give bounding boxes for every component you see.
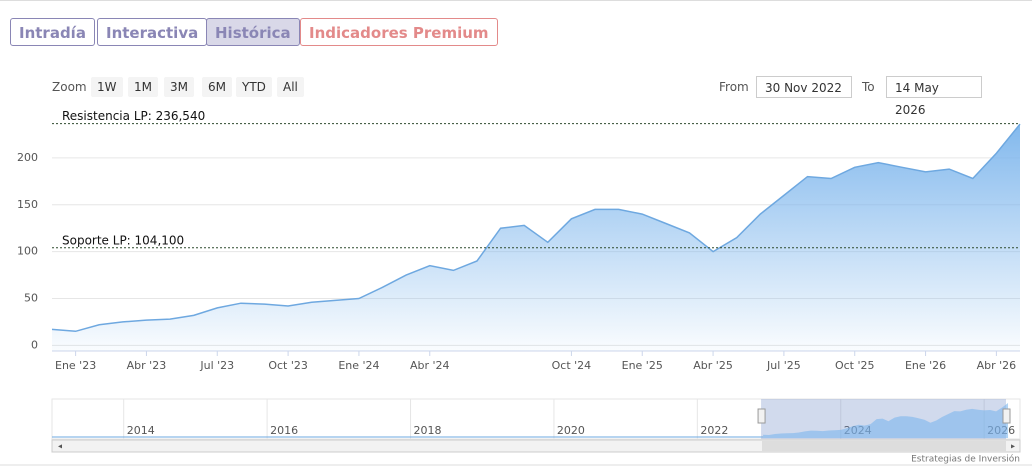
scroll-left[interactable]: ◂ — [58, 442, 62, 451]
from-label: From — [719, 80, 749, 94]
price-line — [51, 123, 1021, 333]
x-tick-label: Abr '23 — [127, 359, 167, 372]
navigator-label: 2016 — [270, 424, 298, 437]
zoom-button[interactable]: 1W — [91, 77, 123, 97]
navigator-area — [763, 403, 1009, 438]
y-tick-label: 150 — [17, 198, 38, 211]
scroll-right[interactable]: ▸ — [1011, 442, 1015, 451]
tab[interactable]: Histórica — [206, 18, 300, 46]
zoom-label: Zoom — [52, 80, 87, 94]
zoom-button[interactable]: 6M — [202, 77, 232, 97]
navigator-label: 2022 — [700, 424, 728, 437]
x-tick-label: Oct '25 — [835, 359, 875, 372]
x-tick-label: Jul '25 — [766, 359, 801, 372]
y-tick-label: 200 — [17, 151, 38, 164]
tab[interactable]: Intradía — [10, 18, 95, 46]
x-tick-label: Abr '24 — [410, 359, 450, 372]
navigator-label: 2020 — [557, 424, 585, 437]
credit: Estrategias de Inversión — [911, 454, 1020, 465]
zoom-button[interactable]: All — [277, 77, 304, 97]
x-tick-label: Ene '26 — [905, 359, 946, 372]
zoom-button[interactable]: YTD — [236, 77, 272, 97]
plot-line-label: Soporte LP: 104,100 — [62, 233, 184, 247]
x-tick-label: Abr '25 — [693, 359, 733, 372]
to-label: To — [862, 80, 875, 94]
zoom-button[interactable]: 1M — [128, 77, 158, 97]
to-input[interactable]: 14 May 2026 — [886, 76, 982, 117]
navigator-label: 2018 — [414, 424, 442, 437]
x-tick-label: Jul '23 — [199, 359, 234, 372]
navigator-handle[interactable] — [757, 408, 766, 424]
zoom-button[interactable]: 3M — [164, 77, 194, 97]
tab[interactable]: Interactiva — [97, 18, 208, 46]
x-tick-label: Ene '24 — [338, 359, 379, 372]
x-tick-label: Oct '24 — [552, 359, 592, 372]
x-tick-label: Ene '23 — [55, 359, 96, 372]
x-tick-label: Abr '26 — [977, 359, 1017, 372]
y-tick-label: 50 — [24, 292, 38, 305]
tab[interactable]: Indicadores Premium — [300, 18, 498, 46]
navigator-label: 2014 — [127, 424, 155, 437]
y-tick-label: 0 — [31, 338, 38, 351]
y-tick-label: 100 — [17, 245, 38, 258]
scrollbar-thumb[interactable] — [762, 441, 1006, 451]
navigator-handle[interactable] — [1002, 408, 1011, 424]
x-tick-label: Oct '23 — [268, 359, 308, 372]
x-tick-label: Ene '25 — [622, 359, 663, 372]
from-input[interactable]: 30 Nov 2022 — [756, 76, 852, 98]
plot-line-label: Resistencia LP: 236,540 — [62, 109, 205, 123]
area-fill — [52, 124, 1020, 351]
